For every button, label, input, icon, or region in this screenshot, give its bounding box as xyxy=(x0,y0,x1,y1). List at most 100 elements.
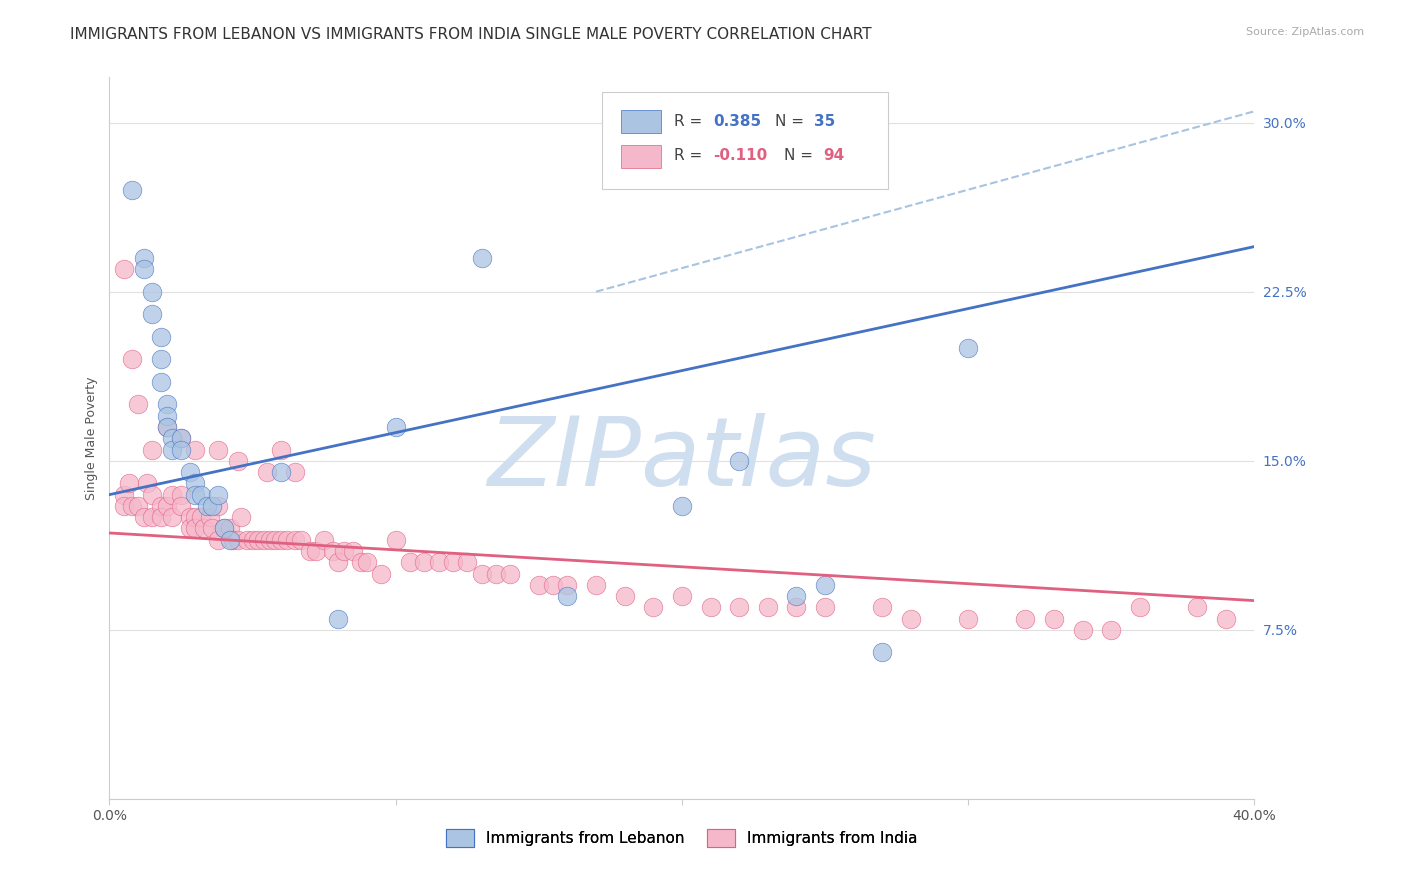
Point xyxy=(184,521,207,535)
Point xyxy=(814,600,837,615)
Point xyxy=(557,578,579,592)
Point xyxy=(156,420,179,434)
Point xyxy=(112,262,135,277)
Point xyxy=(195,499,218,513)
Point xyxy=(149,499,172,513)
Legend: Immigrants from Lebanon, Immigrants from India: Immigrants from Lebanon, Immigrants from… xyxy=(440,823,924,853)
Point xyxy=(427,555,450,569)
Point xyxy=(190,488,212,502)
Point xyxy=(141,285,163,299)
Point xyxy=(284,533,307,547)
Point xyxy=(270,442,292,457)
Point xyxy=(156,420,179,434)
Point xyxy=(756,600,779,615)
Text: 94: 94 xyxy=(823,148,844,163)
Point xyxy=(328,612,350,626)
Point xyxy=(198,510,221,524)
Point xyxy=(264,533,287,547)
Point xyxy=(470,566,492,581)
Point xyxy=(276,533,298,547)
Point xyxy=(162,510,184,524)
Text: IMMIGRANTS FROM LEBANON VS IMMIGRANTS FROM INDIA SINGLE MALE POVERTY CORRELATION: IMMIGRANTS FROM LEBANON VS IMMIGRANTS FR… xyxy=(70,27,872,42)
Point xyxy=(256,465,278,479)
Point xyxy=(270,465,292,479)
Point xyxy=(229,510,252,524)
Point xyxy=(149,352,172,367)
Point xyxy=(179,465,201,479)
Point xyxy=(785,600,807,615)
Point xyxy=(342,544,364,558)
Point xyxy=(127,397,149,411)
Point xyxy=(1071,623,1094,637)
Point xyxy=(121,499,143,513)
Point xyxy=(170,442,193,457)
Point xyxy=(149,510,172,524)
Point xyxy=(399,555,422,569)
Point xyxy=(242,533,264,547)
Y-axis label: Single Male Poverty: Single Male Poverty xyxy=(86,376,98,500)
Point xyxy=(728,454,751,468)
Point xyxy=(170,431,193,445)
Point xyxy=(226,533,249,547)
Point xyxy=(141,307,163,321)
Point xyxy=(356,555,378,569)
Point xyxy=(132,510,155,524)
Point xyxy=(193,521,215,535)
Point xyxy=(728,600,751,615)
Point xyxy=(699,600,721,615)
Point xyxy=(201,521,224,535)
Point xyxy=(333,544,356,558)
Point xyxy=(643,600,665,615)
Point xyxy=(384,533,406,547)
Point xyxy=(201,499,224,513)
Point xyxy=(613,589,636,603)
Point xyxy=(413,555,436,569)
Point xyxy=(1129,600,1152,615)
Point xyxy=(900,612,922,626)
Point xyxy=(253,533,276,547)
Point xyxy=(135,476,157,491)
Point xyxy=(872,600,894,615)
Point xyxy=(499,566,522,581)
FancyBboxPatch shape xyxy=(621,110,661,133)
Point xyxy=(957,612,980,626)
Point xyxy=(671,589,693,603)
Point xyxy=(218,521,240,535)
Point xyxy=(149,375,172,389)
Point xyxy=(785,589,807,603)
Point xyxy=(184,488,207,502)
Text: N =: N = xyxy=(775,114,808,129)
Point xyxy=(1043,612,1066,626)
Point xyxy=(141,488,163,502)
Point xyxy=(212,521,235,535)
Point xyxy=(314,533,336,547)
Point xyxy=(184,476,207,491)
Point xyxy=(132,262,155,277)
Text: ZIPatlas: ZIPatlas xyxy=(488,413,876,507)
Point xyxy=(212,521,235,535)
Point xyxy=(149,330,172,344)
Point xyxy=(190,510,212,524)
Point xyxy=(121,352,143,367)
Point xyxy=(585,578,607,592)
Point xyxy=(184,442,207,457)
Point xyxy=(350,555,373,569)
Point xyxy=(1215,612,1237,626)
FancyBboxPatch shape xyxy=(602,92,889,189)
Point xyxy=(298,544,321,558)
Point xyxy=(259,533,281,547)
Point xyxy=(527,578,550,592)
Point xyxy=(557,589,579,603)
Point xyxy=(141,442,163,457)
Point xyxy=(226,454,249,468)
Point xyxy=(112,488,135,502)
Point xyxy=(1014,612,1036,626)
Point xyxy=(221,533,243,547)
Point xyxy=(814,578,837,592)
Text: 0.385: 0.385 xyxy=(713,114,761,129)
Point xyxy=(270,533,292,547)
Point xyxy=(384,420,406,434)
FancyBboxPatch shape xyxy=(621,145,661,168)
Point xyxy=(127,499,149,513)
Point xyxy=(112,499,135,513)
